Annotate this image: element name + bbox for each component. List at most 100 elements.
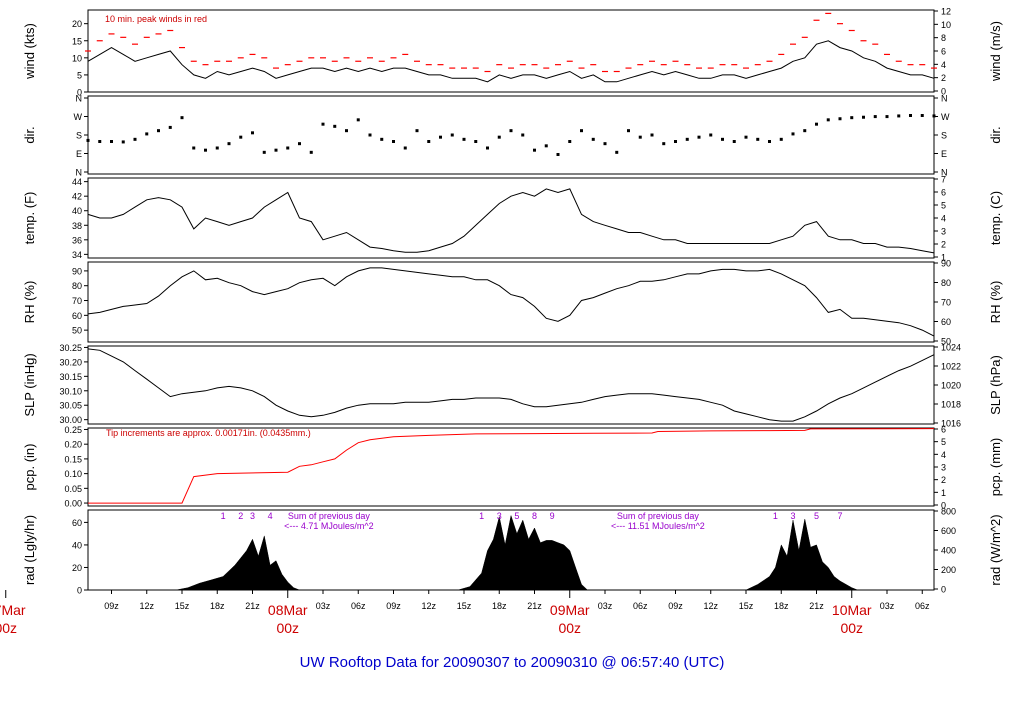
slp-ytick-label-left: 30.05 (59, 401, 82, 411)
wind-ytick-label-right: 2 (941, 73, 946, 83)
slp-ytick-label-left: 30.20 (59, 357, 82, 367)
dir-point (286, 146, 290, 150)
dir-point (862, 115, 865, 119)
dir-point (251, 131, 254, 135)
wind-frame (87, 9, 935, 93)
dir-point (697, 135, 701, 139)
time-tick-label: 21z (245, 601, 260, 611)
rad-annotation: Sum of previous day (288, 511, 371, 521)
slp-ytick-label-right: 1020 (941, 381, 961, 391)
slp-ytick-label-left: 30.00 (59, 415, 82, 425)
time-tick-label: 06z (351, 601, 366, 611)
pcp-ytick-label-left: 0.00 (64, 499, 82, 509)
temp-ytick-label-left: 34 (72, 250, 82, 260)
pcp-series-line (88, 428, 935, 504)
dir-point (168, 125, 172, 129)
rad-hour-marker: 5 (814, 511, 819, 521)
dir-point (215, 146, 219, 150)
dir-point (321, 122, 325, 126)
dir-point (768, 140, 771, 143)
time-tick-label: 21z (809, 601, 824, 611)
slp-ytick-label-right: 1022 (941, 362, 961, 372)
rad-hour-marker: 9 (550, 511, 555, 521)
pcp-ylabel-right: pcp. (mm) (988, 438, 1003, 497)
dir-ytick-label-left: N (76, 168, 83, 178)
dir-ylabel-left: dir. (22, 126, 37, 143)
pcp-ytick-label-left: 0.10 (64, 469, 82, 479)
wind-ytick-label-left: 5 (77, 70, 82, 80)
dir-point (356, 118, 360, 122)
rad-ylabel-left: rad (Lgly/hr) (22, 515, 37, 585)
wind-ytick-label-right: 10 (941, 20, 951, 30)
time-tick-label: 03z (598, 601, 613, 611)
wind-ytick-label-left: 15 (72, 36, 82, 46)
pcp-ytick-label-left: 0.05 (64, 484, 82, 494)
dir-point (568, 140, 572, 143)
wind-ytick-label-right: 4 (941, 60, 946, 70)
dir-point (885, 115, 889, 119)
rad-hour-marker: 1 (773, 511, 778, 521)
dir-point (650, 133, 654, 137)
time-tick-label: 18z (492, 601, 507, 611)
slp-frame (87, 345, 935, 425)
dir-point (627, 129, 630, 133)
rad-hour-marker: 5 (514, 511, 519, 521)
wind-panel: 0 5 10 15 20 0 2 4 6 8 10 12 wind (kts) wind (m/s) 10 … (22, 7, 1003, 98)
dir-ytick-label-left: S (76, 131, 82, 141)
slp-panel: 30.00 30.05 30.10 30.15 30.20 30.25 1016 1018 10… (22, 343, 1003, 429)
time-axis: 09z 12z 15z 18z 21z 03z 06z 09z 12z 15z 18z 21z 03z 0… (0, 590, 930, 636)
dir-point (533, 148, 536, 152)
rad-ytick-label-right: 400 (941, 546, 956, 556)
dir-point (121, 140, 125, 144)
rad-hour-marker: 4 (268, 511, 273, 521)
day-label-time: 00z (0, 620, 17, 636)
dir-point (98, 140, 102, 143)
day-label-time: 00z (840, 620, 863, 636)
rh-ytick-label-right: 60 (941, 317, 951, 327)
dir-point (838, 117, 842, 121)
time-tick-label: 09z (386, 601, 401, 611)
pcp-panel: 0.00 0.05 0.10 0.15 0.20 0.25 0 1 2 3 4 5 6 pcp. (in)… (22, 425, 1003, 511)
slp-series-line (87, 348, 935, 422)
temp-frame (87, 177, 935, 259)
rad-ytick-label-left: 40 (72, 540, 82, 550)
dir-point (662, 142, 666, 146)
time-tick-label: 15z (175, 601, 190, 611)
time-tick-label: 09z (104, 601, 119, 611)
dir-point (368, 133, 372, 137)
dir-point (133, 137, 137, 141)
temp-ytick-label-left: 36 (72, 235, 82, 245)
slp-ytick-label-right: 1024 (941, 343, 961, 353)
dir-point (486, 146, 489, 150)
dir-point (450, 133, 454, 137)
temp-ylabel-left: temp. (F) (22, 192, 37, 245)
rad-ytick-label-left: 0 (77, 586, 82, 596)
wind-ytick-label-right: 12 (941, 7, 951, 17)
dir-point (262, 150, 266, 154)
dir-point (497, 135, 501, 139)
rh-ytick-label-left: 60 (72, 311, 82, 321)
dir-point (615, 150, 619, 154)
dir-point (556, 153, 560, 156)
dir-ytick-label-right: N (941, 94, 948, 104)
rad-area (88, 514, 934, 591)
dir-point (415, 129, 419, 133)
rh-ylabel-left: RH (%) (22, 281, 37, 324)
time-tick-label: 09z (668, 601, 683, 611)
pcp-ylabel-left: pcp. (in) (22, 444, 37, 491)
dir-point (580, 129, 583, 133)
time-tick-label: 03z (316, 601, 331, 611)
time-tick-label: 06z (633, 601, 648, 611)
dir-ytick-label-right: N (941, 168, 948, 178)
dir-point (180, 116, 184, 120)
time-tick-label: 06z (915, 601, 930, 611)
rad-hour-marker: 8 (532, 511, 537, 521)
dir-ytick-label-left: N (76, 94, 83, 104)
dir-point (239, 135, 243, 139)
time-tick-label: 12z (139, 601, 154, 611)
dir-point (403, 146, 407, 150)
pcp-ytick-label-right: 6 (941, 425, 946, 435)
wind-series-line (87, 40, 935, 83)
slp-ytick-label-left: 30.25 (59, 343, 82, 353)
rh-ytick-label-right: 80 (941, 278, 951, 288)
